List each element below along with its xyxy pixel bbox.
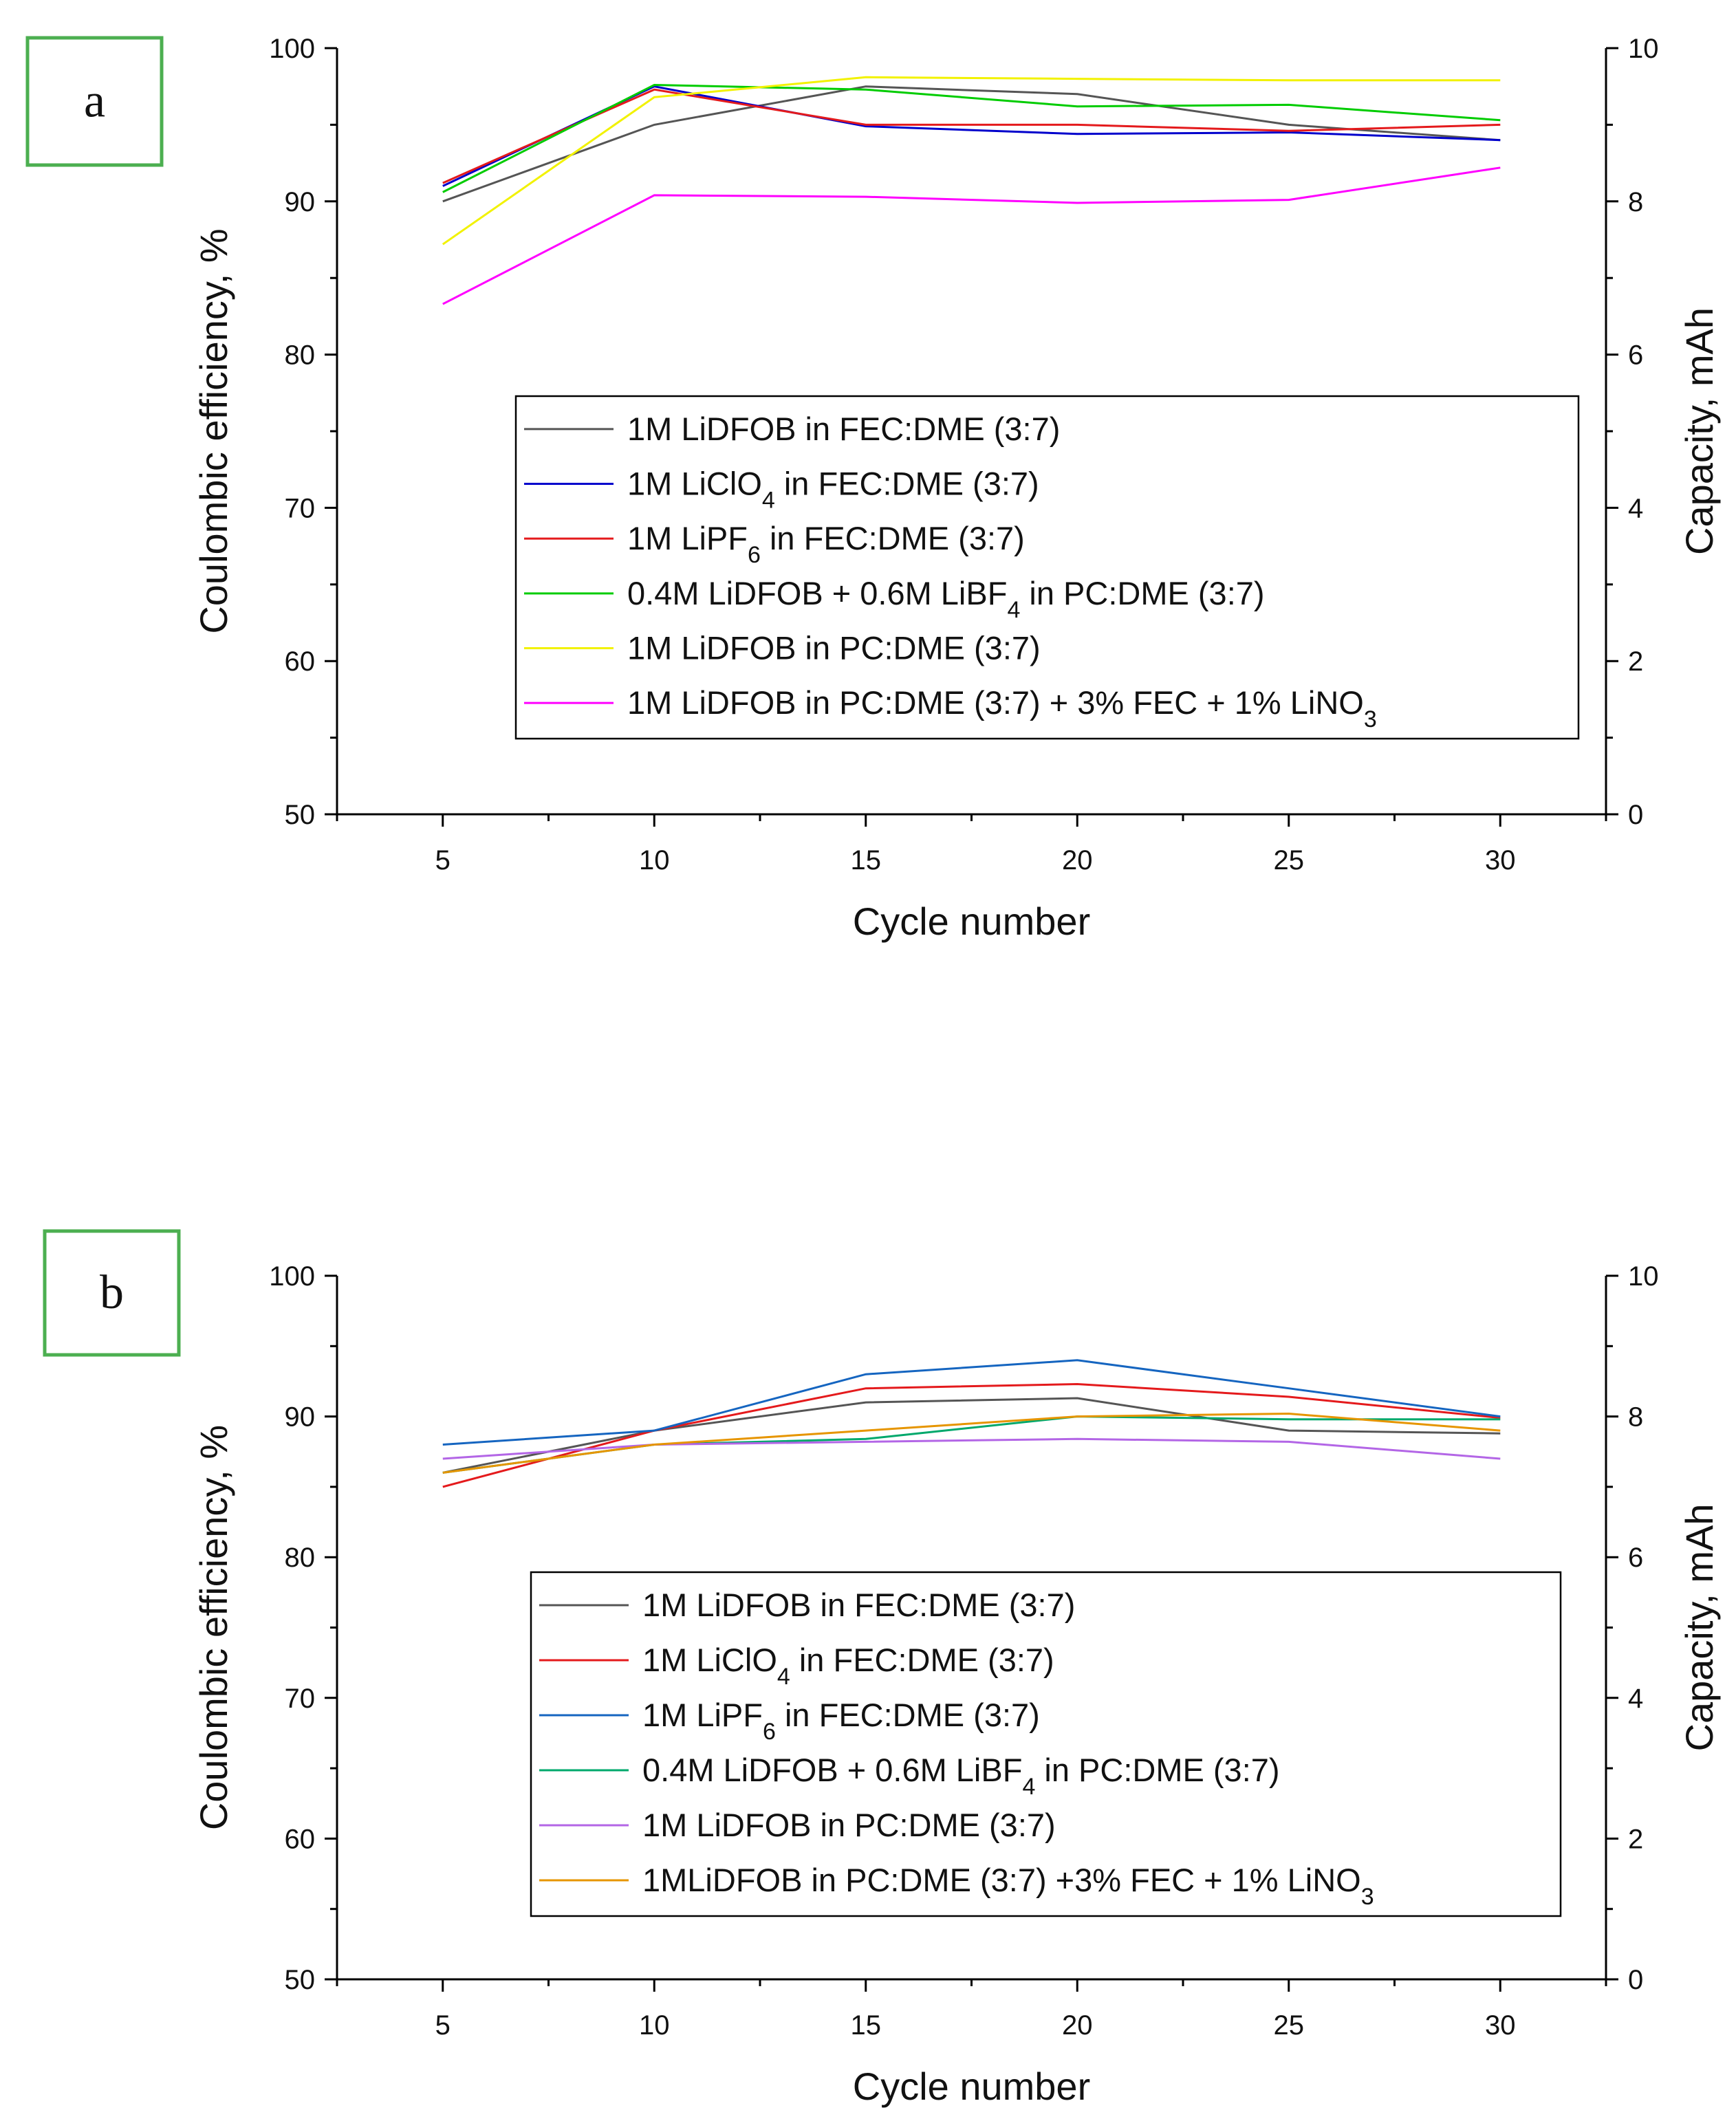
series-line-2 [442,1382,1501,1488]
legend-entry-6: 1M LiDFOB in PC:DME (3:7) + 3% FEC + 1% … [627,684,1377,732]
legend: 1M LiDFOB in FEC:DME (3:7) 1M LiClO4 in F… [530,1571,1562,1917]
series-line-6 [442,1412,1501,1474]
legend: 1M LiDFOB in FEC:DME (3:7) 1M LiClO4 in F… [514,395,1580,740]
panel-label: b [100,1266,124,1319]
y-tick-label: 60 [285,646,316,677]
legend-entry-3: 1M LiPF6 in FEC:DME (3:7) [627,520,1025,568]
legend-entry-4: 0.4M LiDFOB + 0.6M LiBF4 in PC:DME (3:7) [642,1752,1280,1800]
series-line-2 [442,85,1501,187]
y-tick-label: 90 [285,1402,316,1433]
y-tick-label: 100 [269,34,315,64]
y2-tick-label: 4 [1628,1684,1643,1714]
legend-entry-1: 1M LiDFOB in FEC:DME (3:7) [627,411,1060,447]
x-tick-label: 30 [1485,2010,1516,2041]
y2-tick-label: 2 [1628,1824,1643,1854]
legend-entry-2: 1M LiClO4 in FEC:DME (3:7) [627,466,1039,514]
legend-entry-6: 1MLiDFOB in PC:DME (3:7) +3% FEC + 1% Li… [642,1862,1374,1910]
series-line-6 [442,166,1501,305]
y-tick-label: 50 [285,800,316,830]
legend-entry-1: 1M LiDFOB in FEC:DME (3:7) [642,1587,1075,1623]
x-tick-label: 5 [435,845,451,875]
y2-tick-label: 0 [1628,800,1643,830]
x-tick-label: 20 [1062,845,1093,875]
panel-label: a [84,75,105,128]
y2-tick-label: 8 [1628,187,1643,217]
y2-tick-label: 8 [1628,1402,1643,1433]
x-tick-label: 15 [851,845,882,875]
y2-tick-label: 6 [1628,1543,1643,1573]
y2-axis-title: Capacity, mAh [1678,307,1721,555]
legend-entry-3: 1M LiPF6 in FEC:DME (3:7) [642,1697,1040,1745]
legend-box [530,1571,1562,1917]
x-tick-label: 10 [639,845,670,875]
y-axis-title: Coulombic efficiency, % [192,1425,235,1830]
x-tick-label: 25 [1274,845,1305,875]
x-axis-title: Cycle number [853,2065,1090,2108]
series-line-3 [442,88,1501,184]
y2-tick-label: 6 [1628,340,1643,371]
legend-entry-4: 0.4M LiDFOB + 0.6M LiBF4 in PC:DME (3:7) [627,575,1265,623]
series-line-3 [442,1359,1501,1446]
legend-entry-2: 1M LiClO4 in FEC:DME (3:7) [642,1642,1054,1690]
legend-box [514,395,1580,740]
y2-tick-label: 10 [1628,1261,1659,1292]
series-line-4 [442,83,1501,193]
x-tick-label: 5 [435,2010,451,2041]
panel-label-box [43,1229,181,1357]
legend-entry-5: 1M LiDFOB in PC:DME (3:7) [642,1807,1056,1843]
x-tick-label: 30 [1485,845,1516,875]
y-tick-label: 60 [285,1824,316,1854]
x-tick-label: 15 [851,2010,882,2041]
y-tick-label: 70 [285,493,316,523]
x-tick-label: 10 [639,2010,670,2041]
y2-tick-label: 2 [1628,646,1643,677]
y2-tick-label: 0 [1628,1965,1643,1995]
y-tick-label: 80 [285,1543,316,1573]
y-tick-label: 50 [285,1965,316,1995]
series-line-5 [442,1437,1501,1460]
series-line-1 [442,85,1501,203]
x-tick-label: 25 [1274,2010,1305,2041]
y-tick-label: 70 [285,1684,316,1714]
y2-tick-label: 4 [1628,493,1643,523]
x-tick-label: 20 [1062,2010,1093,2041]
y2-tick-label: 10 [1628,34,1659,64]
y-tick-label: 90 [285,187,316,217]
y2-axis-title: Capacity, mAh [1678,1504,1721,1752]
series-line-1 [442,1397,1501,1474]
chart-panel-b: b 5 10 15 20 25 30 50 60 70 80 90 100 0 2 4 6 8 10 Cycle nu… [43,1229,1721,2108]
y-tick-label: 100 [269,1261,315,1292]
x-axis-title: Cycle number [853,900,1090,943]
y-tick-label: 80 [285,340,316,371]
y-axis-title: Coulombic efficiency, % [192,228,235,633]
panel-label-box [25,36,164,167]
legend-entry-5: 1M LiDFOB in PC:DME (3:7) [627,630,1041,666]
series-line-5 [442,76,1501,246]
chart-panel-a: a 5 10 15 20 25 30 50 60 70 80 90 100 0 2 4 6 8 10 Cycle nu… [25,34,1721,943]
